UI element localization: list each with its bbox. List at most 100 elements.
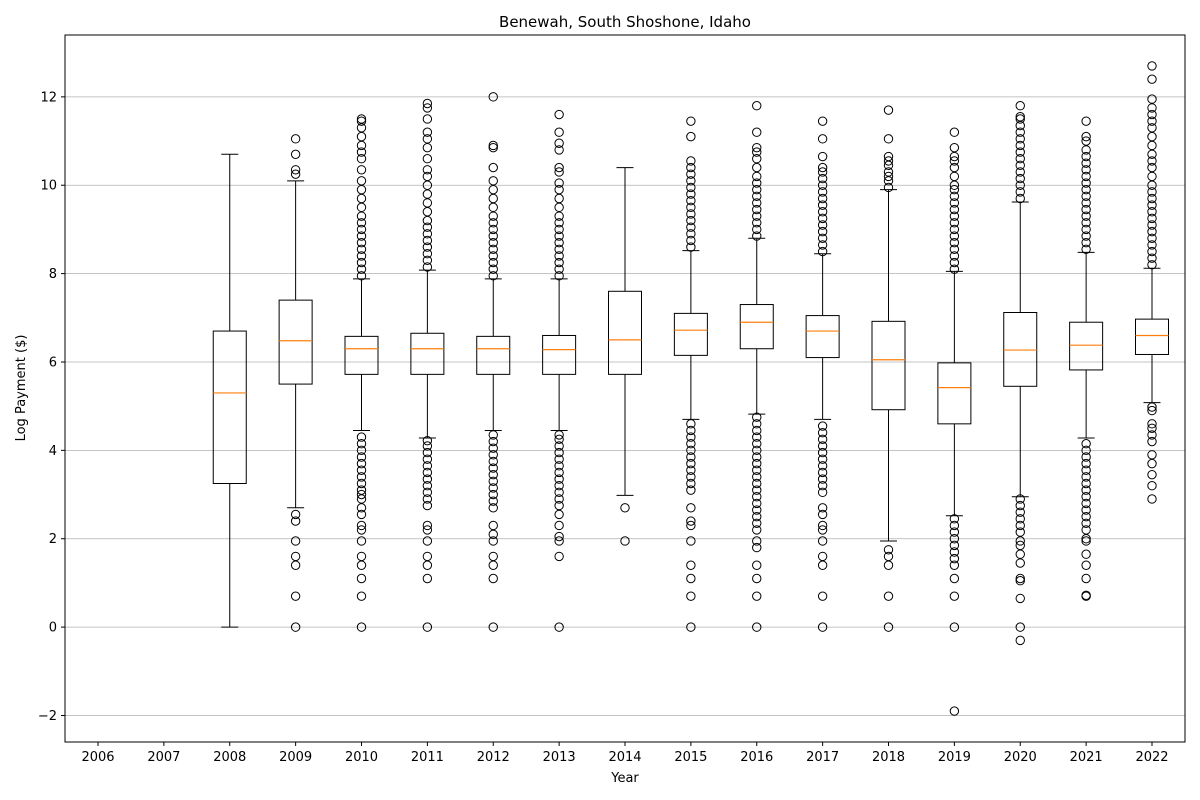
outlier-point bbox=[1081, 237, 1091, 248]
outlier-point bbox=[1015, 120, 1025, 131]
outlier-point bbox=[1015, 520, 1025, 531]
outlier-point bbox=[752, 492, 762, 502]
outlier-point bbox=[554, 454, 564, 464]
outlier-point bbox=[1081, 439, 1091, 449]
outlier-point bbox=[554, 184, 564, 195]
outlier-point bbox=[356, 176, 367, 186]
outlier-point bbox=[1015, 140, 1025, 151]
iqr-box bbox=[805, 315, 840, 359]
outlier-point bbox=[356, 560, 367, 570]
outlier-point bbox=[488, 224, 498, 235]
x-tick-label: 2006 bbox=[81, 750, 114, 765]
outlier-point bbox=[752, 231, 762, 241]
outlier-point bbox=[1081, 518, 1091, 528]
outlier-point bbox=[1081, 465, 1091, 475]
outlier-point bbox=[752, 204, 762, 215]
outlier-point bbox=[1081, 211, 1091, 221]
outlier-point bbox=[422, 551, 433, 562]
outlier-point bbox=[686, 176, 696, 186]
outlier-point bbox=[1147, 226, 1157, 237]
outlier-point bbox=[817, 427, 828, 438]
outlier-point bbox=[356, 485, 367, 495]
outlier-point bbox=[752, 536, 762, 546]
outlier-point bbox=[1081, 573, 1091, 584]
outlier-point bbox=[356, 147, 367, 157]
outlier-point bbox=[554, 109, 564, 120]
outlier-point bbox=[554, 218, 564, 228]
outlier-point bbox=[1081, 511, 1091, 522]
outlier-point bbox=[752, 485, 762, 495]
outlier-point bbox=[356, 140, 367, 151]
outlier-point bbox=[1147, 458, 1157, 469]
outlier-point bbox=[1147, 187, 1157, 197]
outlier-point bbox=[488, 257, 498, 268]
outlier-point bbox=[1147, 260, 1157, 270]
outlier-point bbox=[356, 445, 367, 456]
outlier-point bbox=[686, 215, 696, 226]
outlier-point bbox=[356, 439, 367, 449]
outlier-point bbox=[752, 511, 762, 522]
outlier-point bbox=[817, 226, 828, 237]
outlier-point bbox=[817, 434, 828, 445]
outlier-point bbox=[686, 439, 696, 449]
outlier-point bbox=[422, 536, 433, 546]
outlier-point bbox=[356, 257, 367, 268]
outlier-point bbox=[554, 487, 564, 498]
outlier-point bbox=[488, 489, 498, 500]
outlier-point bbox=[883, 560, 894, 570]
outlier-point bbox=[488, 140, 498, 151]
box-2021 bbox=[1069, 116, 1104, 601]
outlier-point bbox=[422, 98, 433, 109]
outlier-point bbox=[422, 467, 433, 478]
outlier-point bbox=[422, 134, 433, 144]
outlier-point bbox=[1015, 167, 1025, 177]
outlier-point bbox=[554, 474, 564, 484]
outlier-point bbox=[1147, 193, 1157, 204]
outlier-point bbox=[752, 458, 762, 469]
outlier-point bbox=[554, 162, 564, 173]
box-2014 bbox=[608, 167, 642, 546]
outlier-point bbox=[1081, 478, 1091, 489]
outlier-point bbox=[949, 156, 960, 166]
outlier-point bbox=[356, 193, 367, 204]
x-tick-label: 2008 bbox=[213, 750, 246, 765]
outlier-point bbox=[422, 165, 433, 175]
outlier-point bbox=[1147, 123, 1157, 133]
outlier-point bbox=[1081, 536, 1091, 546]
box-2019 bbox=[937, 127, 972, 716]
outlier-point bbox=[686, 156, 696, 166]
outlier-point bbox=[554, 494, 564, 504]
outlier-point bbox=[949, 191, 960, 201]
x-tick-label: 2013 bbox=[543, 750, 576, 765]
y-tick-label: 8 bbox=[49, 267, 57, 282]
outlier-point bbox=[290, 516, 301, 526]
outlier-point bbox=[422, 142, 433, 153]
outlier-point bbox=[817, 487, 828, 498]
iqr-box bbox=[212, 330, 247, 485]
outlier-point bbox=[817, 162, 828, 173]
outlier-point bbox=[1015, 622, 1025, 632]
outlier-point bbox=[1015, 507, 1025, 517]
outlier-point bbox=[488, 92, 498, 102]
outlier-point bbox=[422, 481, 433, 491]
outlier-point bbox=[554, 434, 564, 445]
outlier-point bbox=[1081, 178, 1091, 188]
outlier-point bbox=[422, 242, 433, 252]
outlier-point bbox=[356, 184, 367, 195]
outlier-point bbox=[1147, 116, 1157, 126]
outlier-point bbox=[949, 218, 960, 228]
outlier-point bbox=[1147, 405, 1157, 416]
outlier-point bbox=[1147, 61, 1157, 71]
x-tick-label: 2021 bbox=[1070, 750, 1103, 765]
outlier-point bbox=[1015, 154, 1025, 164]
outlier-point bbox=[356, 622, 367, 632]
outlier-point bbox=[817, 509, 828, 520]
outlier-point bbox=[356, 525, 367, 535]
outlier-point bbox=[1015, 187, 1025, 197]
outlier-point bbox=[752, 147, 762, 157]
outlier-point bbox=[422, 103, 433, 113]
outlier-point bbox=[817, 200, 828, 210]
iqr-box bbox=[673, 312, 708, 356]
outlier-point bbox=[883, 171, 894, 182]
outlier-point bbox=[752, 591, 762, 601]
